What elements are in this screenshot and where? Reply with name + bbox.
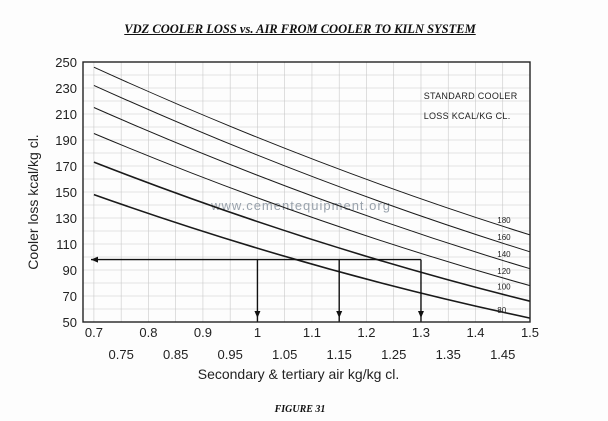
arrow-head-left <box>91 256 98 263</box>
arrow-head-down <box>336 311 343 318</box>
chart-title: VDZ COOLER LOSS vs. AIR FROM COOLER TO K… <box>124 22 476 36</box>
x-tick-label-upper: 1.2 <box>357 325 375 340</box>
tick-labels: 50 70 90 110 130 150 170 190 210 230 250 0.7 0.8 0.9 1… <box>55 55 539 362</box>
y-tick-label: 90 <box>63 263 77 278</box>
series-line-100 <box>93 161 531 302</box>
y-axis-label: Cooler loss kcal/kg cl. <box>25 134 41 269</box>
x-tick-label-lower: 0.75 <box>109 347 134 362</box>
x-axis-label: Secondary & tertiary air kg/kg cl. <box>198 366 400 382</box>
x-tick-label-upper: 1.1 <box>303 325 321 340</box>
x-tick-label-lower: 1.15 <box>327 347 352 362</box>
series-label-180: 180 <box>497 216 511 225</box>
y-tick-label: 70 <box>63 289 77 304</box>
x-tick-label-upper: 0.9 <box>194 325 212 340</box>
y-tick-label: 190 <box>55 133 77 148</box>
series-label-120: 120 <box>497 267 511 276</box>
series-label-100: 100 <box>497 283 511 292</box>
reference-lines <box>91 256 424 322</box>
y-tick-label: 50 <box>63 315 77 330</box>
y-tick-label: 250 <box>55 55 77 70</box>
arrow-head-down <box>254 311 261 318</box>
plot-frame <box>82 61 531 323</box>
y-tick-label: 210 <box>55 107 77 122</box>
grid <box>83 61 531 323</box>
x-tick-label-lower: 1.45 <box>490 347 515 362</box>
legend-title-line: LOSS KCAL/KG CL. <box>424 111 511 121</box>
x-tick-label-upper: 1 <box>254 325 261 340</box>
y-tick-label: 110 <box>56 237 77 252</box>
x-tick-label-lower: 0.85 <box>163 347 188 362</box>
series-lines <box>93 66 531 319</box>
x-tick-label-upper: 1.3 <box>412 325 430 340</box>
series-label-160: 160 <box>497 233 511 242</box>
x-tick-label-upper: 0.8 <box>139 325 157 340</box>
x-tick-label-upper: 0.7 <box>85 325 103 340</box>
axis-labels: Secondary & tertiary air kg/kg cl. Cooler… <box>25 134 399 382</box>
series-label-140: 140 <box>497 250 511 259</box>
legend: 180 160 140 120 100 80 STANDARD COOLER LOSS KCA… <box>424 91 518 315</box>
series-line-180 <box>93 66 531 236</box>
x-tick-label-lower: 1.05 <box>272 347 297 362</box>
series-line-120 <box>93 133 531 287</box>
x-tick-label-lower: 1.35 <box>436 347 461 362</box>
x-tick-label-lower: 0.95 <box>218 347 243 362</box>
y-tick-label: 150 <box>55 185 77 200</box>
series-line-140 <box>93 107 531 270</box>
figure-caption: FIGURE 31 <box>274 404 326 415</box>
y-tick-label: 170 <box>55 159 77 174</box>
watermark-text: www.cementequipment.org <box>210 198 391 213</box>
series-line-160 <box>93 84 531 253</box>
y-tick-label: 230 <box>55 81 77 96</box>
watermark-layer: www.cementequipment.org <box>210 198 391 213</box>
arrow-head-down <box>417 311 424 318</box>
legend-title-line: STANDARD COOLER <box>424 91 518 101</box>
series-label-80: 80 <box>497 306 506 315</box>
x-tick-label-upper: 1.4 <box>466 325 484 340</box>
plot-border <box>82 61 531 323</box>
x-tick-label-lower: 1.25 <box>381 347 406 362</box>
series-line-80 <box>93 193 531 319</box>
y-tick-label: 130 <box>55 211 77 226</box>
x-tick-label-upper: 1.5 <box>521 325 539 340</box>
